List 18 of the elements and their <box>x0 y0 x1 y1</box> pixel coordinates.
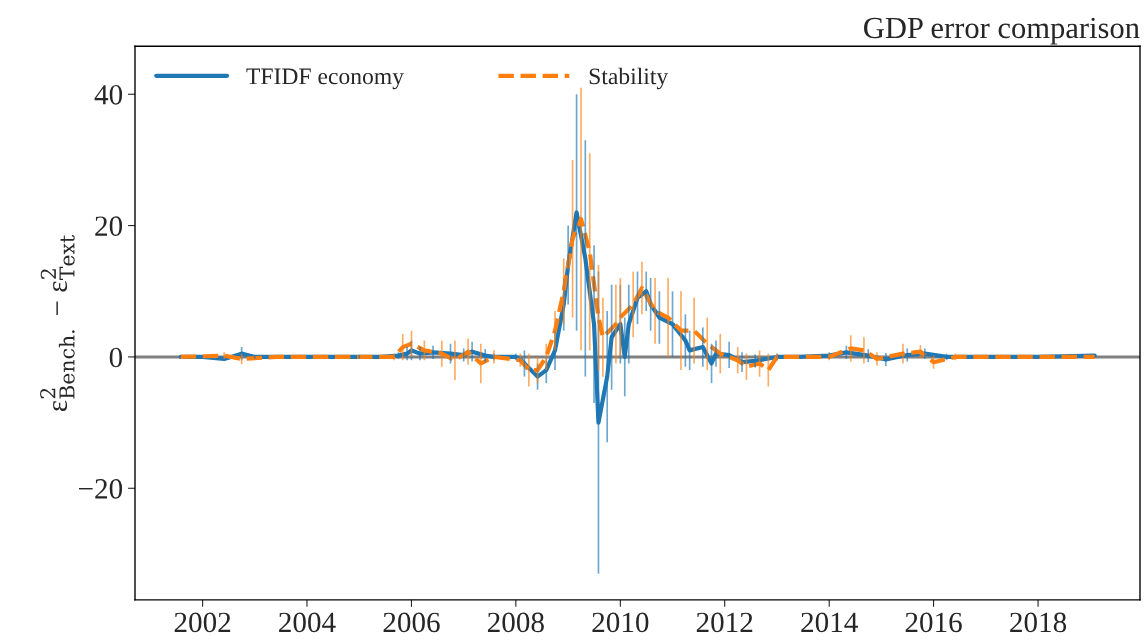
legend-label: TFIDF economy <box>246 68 404 90</box>
x-tick-label: 2018 <box>1010 612 1067 633</box>
y-tick-label: −20 <box>79 479 123 499</box>
x-tick-label: 2004 <box>279 612 336 633</box>
chart-title: GDP error comparison <box>864 17 1140 45</box>
y-axis-title: ε$^{2}$$_{Bench.}$ − ε$^{2}$$_{Text}$ <box>40 234 75 412</box>
x-tick-label: 2010 <box>592 612 649 633</box>
line-series <box>178 216 1097 373</box>
x-tick-label: 2006 <box>383 612 440 633</box>
legend-label: Stability <box>589 67 669 90</box>
x-tick-label: 2002 <box>174 612 231 633</box>
x-tick-label: 2014 <box>801 612 858 633</box>
y-tick-label: 40 <box>94 84 123 105</box>
x-tick-label: 2016 <box>905 612 962 633</box>
y-tick-label: 0 <box>109 347 123 368</box>
y-tick-label: 20 <box>95 216 123 236</box>
x-tick-label: 2012 <box>696 612 753 633</box>
x-tick-label: 2008 <box>487 612 544 633</box>
